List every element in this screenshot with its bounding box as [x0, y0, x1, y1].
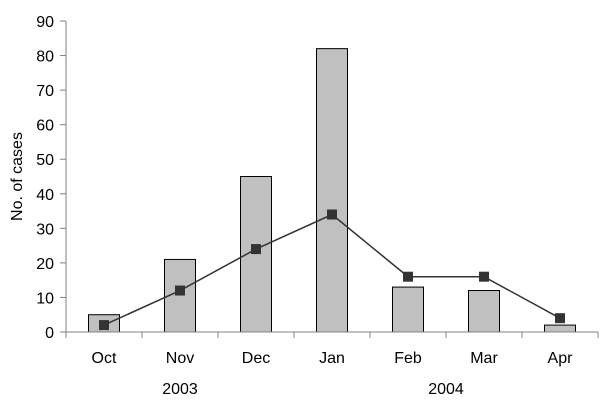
bar-mar	[468, 290, 500, 333]
y-tick-label: 70	[36, 83, 54, 100]
category-label-feb: Feb	[394, 350, 422, 367]
marker-apr	[555, 313, 565, 324]
y-tick-label: 40	[36, 187, 54, 204]
y-axis-label: No. of cases	[9, 132, 26, 221]
year-label-2004: 2004	[428, 381, 464, 398]
y-tick-label: 60	[36, 118, 54, 135]
category-label-dec: Dec	[242, 350, 270, 367]
marker-jan	[327, 209, 337, 220]
bars	[88, 48, 576, 333]
y-tick-label: 50	[36, 152, 54, 169]
bar-feb	[392, 286, 424, 333]
bar-apr	[544, 324, 576, 333]
marker-nov	[175, 285, 185, 296]
marker-dec	[251, 244, 261, 255]
category-label-mar: Mar	[470, 350, 498, 367]
y-tick-label: 30	[36, 221, 54, 238]
marker-oct	[99, 320, 109, 331]
trend-markers	[99, 209, 565, 331]
marker-mar	[479, 271, 489, 282]
y-tick-label: 20	[36, 256, 54, 273]
bar-jan	[316, 48, 348, 333]
y-tick-label: 90	[36, 14, 54, 31]
year-label-2003: 2003	[162, 381, 198, 398]
category-label-oct: Oct	[92, 350, 117, 367]
y-tick-label: 10	[36, 290, 54, 307]
category-label-jan: Jan	[319, 350, 345, 367]
y-tick-label: 0	[45, 325, 54, 342]
y-tick-label: 80	[36, 49, 54, 66]
y-axis-ticks: 0 10 20 30 40 50 60 70 80 90	[36, 14, 66, 342]
category-labels: Oct Nov Dec Jan Feb Mar Apr	[92, 350, 574, 367]
x-axis-ticks	[65, 332, 599, 338]
marker-feb	[403, 271, 413, 282]
category-label-nov: Nov	[166, 350, 194, 367]
category-label-apr: Apr	[548, 350, 574, 367]
